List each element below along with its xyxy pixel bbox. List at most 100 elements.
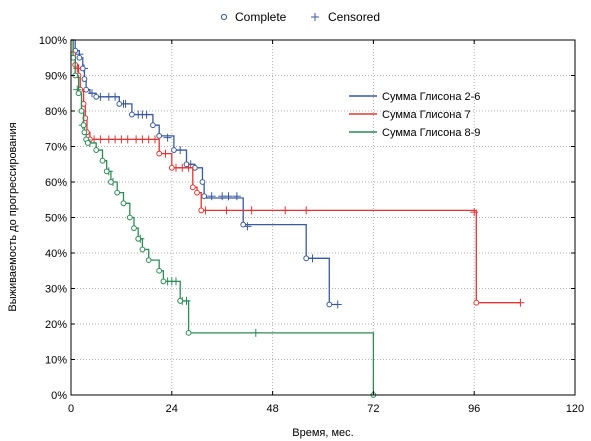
marker-legend: Complete Censored: [220, 10, 380, 24]
complete-marker: [84, 140, 91, 146]
censored-marker: [222, 206, 231, 215]
complete-marker: [103, 168, 110, 175]
censored-marker: [207, 192, 216, 201]
complete-marker: [78, 108, 85, 114]
censored-marker: [302, 206, 311, 215]
series-legend-label: Сумма Глисона 8-9: [382, 127, 480, 139]
complete-marker: [160, 278, 167, 285]
censored-marker: [224, 192, 233, 201]
complete-marker: [93, 93, 100, 100]
complete-marker: [201, 193, 208, 200]
series-group: [70, 39, 377, 398]
y-tick-label: 30%: [45, 284, 67, 296]
y-tick-label: 20%: [45, 319, 67, 331]
y-tick-label: 40%: [45, 248, 67, 260]
censored-marker: [232, 192, 241, 201]
y-tick-label: 10%: [45, 355, 67, 367]
censored-marker: [151, 135, 159, 144]
series-legend: Сумма Глисона 2-6 Сумма Глисона 7 Сумма …: [349, 91, 480, 139]
censored-marker: [281, 206, 290, 215]
series-layer: [70, 39, 525, 398]
complete-marker: [156, 150, 163, 157]
complete-marker: [129, 111, 135, 118]
marker-legend-censored-label: Censored: [328, 10, 380, 24]
complete-marker: [135, 235, 142, 242]
complete-marker: [93, 147, 100, 153]
complete-marker: [150, 122, 156, 129]
complete-marker: [168, 164, 175, 171]
y-tick-label: 80%: [45, 106, 67, 118]
censored-marker: [88, 89, 96, 98]
censored-marker: [123, 135, 132, 144]
complete-marker: [303, 255, 310, 262]
series-group: [71, 39, 342, 309]
complete-marker: [473, 299, 480, 306]
censored-marker: [516, 298, 525, 307]
y-tick-label: 50%: [45, 213, 67, 225]
complete-marker: [81, 129, 88, 136]
x-tick-label: 120: [566, 403, 584, 415]
x-tick-label: 48: [266, 403, 278, 415]
series-legend-label: Сумма Глисона 2-6: [382, 91, 480, 103]
complete-marker: [189, 184, 196, 191]
censored-marker: [176, 146, 185, 155]
complete-marker: [99, 157, 106, 164]
complete-marker: [145, 257, 152, 264]
complete-marker: [75, 90, 82, 97]
complete-marker: [198, 207, 205, 214]
complete-marker: [171, 147, 177, 153]
y-tick-label: 70%: [45, 142, 67, 154]
y-tick-label: 60%: [45, 177, 67, 189]
censored-marker: [142, 110, 151, 119]
censored-marker: [121, 99, 130, 108]
complete-marker: [108, 179, 114, 185]
complete-marker: [194, 189, 200, 196]
complete-marker: [156, 132, 163, 139]
axis-ticks: 0% 10% 20% 30% 40% 50% 60% 70% 80% 90% 100% 0 24 48 72…: [39, 35, 584, 415]
complete-marker: [83, 86, 90, 93]
censored-marker: [247, 206, 256, 215]
censored-marker-icon: [311, 13, 319, 21]
complete-marker: [120, 200, 127, 207]
censored-marker: [96, 135, 105, 144]
censored-marker: [333, 300, 342, 309]
censored-marker: [172, 277, 180, 286]
y-tick-label: 100%: [39, 35, 67, 47]
complete-marker: [326, 301, 333, 308]
x-tick-label: 72: [367, 403, 379, 415]
censored-marker: [308, 254, 317, 263]
complete-marker: [126, 214, 133, 221]
censored-marker: [184, 163, 193, 172]
complete-marker-icon: [220, 13, 228, 21]
censored-marker: [163, 133, 172, 142]
complete-marker: [116, 101, 123, 107]
complete-marker: [131, 225, 137, 232]
complete-marker: [76, 54, 83, 61]
complete-marker: [114, 189, 121, 196]
censored-marker: [182, 296, 191, 305]
x-tick-label: 0: [68, 403, 74, 415]
censored-marker: [161, 149, 170, 158]
complete-marker: [177, 298, 184, 304]
censored-marker: [470, 208, 479, 217]
censored-marker: [111, 92, 120, 101]
complete-marker: [139, 246, 146, 253]
censored-marker: [251, 328, 260, 337]
y-tick-label: 0%: [51, 390, 67, 402]
complete-marker: [240, 221, 247, 228]
complete-marker: [156, 267, 163, 274]
marker-legend-complete-label: Complete: [235, 10, 287, 24]
y-tick-label: 90%: [45, 71, 67, 83]
complete-marker: [80, 122, 87, 129]
series-legend-label: Сумма Глисона 7: [382, 109, 471, 121]
complete-marker: [199, 179, 206, 185]
complete-marker: [185, 329, 192, 336]
x-tick-label: 96: [468, 403, 480, 415]
x-axis-title: Время, мес.: [292, 427, 353, 439]
complete-marker: [81, 76, 88, 82]
grid: [71, 40, 575, 395]
x-tick-label: 24: [166, 403, 178, 415]
y-axis-title: Выживаемость до прогрессирования: [7, 122, 19, 311]
